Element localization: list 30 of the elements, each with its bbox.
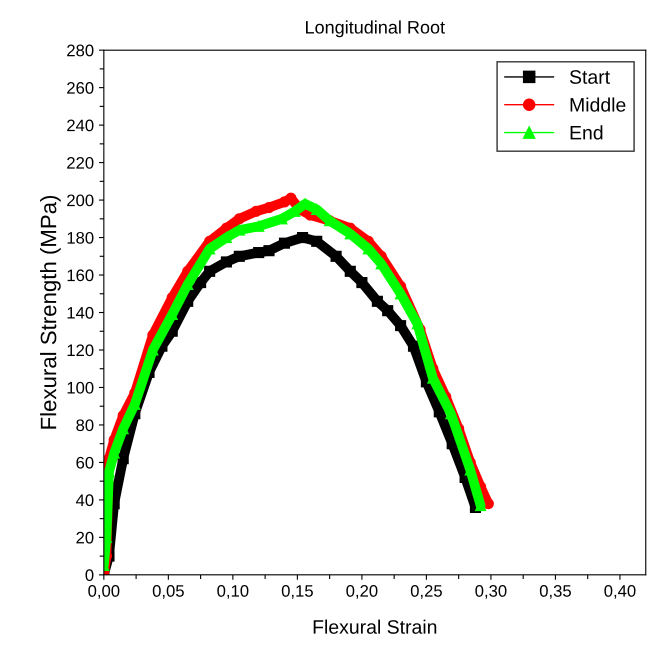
y-tick-label: 220: [67, 156, 94, 169]
x-tick-label: 0,20: [346, 585, 378, 599]
y-tick-label: 20: [76, 532, 94, 544]
y-axis-title: Flexural Strength (MPa): [40, 196, 61, 429]
y-tick-label: 80: [76, 419, 94, 432]
y-tick-label: 60: [76, 456, 94, 469]
legend-label: Middle: [570, 97, 626, 112]
x-tick-label: 0,30: [475, 585, 506, 599]
chart-title: Longitudinal Root: [306, 20, 445, 38]
y-tick-label: 280: [67, 44, 94, 56]
legend-label: End: [570, 125, 602, 140]
x-tick-label: 0,05: [152, 585, 184, 599]
y-tick-label: 160: [68, 269, 94, 282]
x-axis-title: Flexural Strain: [314, 620, 436, 634]
legend-label: Start: [570, 70, 610, 84]
x-tick-label: 0,40: [604, 585, 636, 599]
x-tick-label: 0,35: [540, 585, 571, 599]
y-tick-label: 180: [68, 232, 94, 244]
y-tick-label: 200: [67, 194, 94, 206]
y-tick-label: 100: [68, 382, 94, 394]
y-tick-label: 240: [67, 120, 94, 132]
x-tick-label: 0,15: [282, 585, 313, 599]
y-tick-label: 40: [76, 494, 94, 506]
x-tick-label: 0,25: [410, 585, 442, 599]
y-tick-label: 260: [67, 82, 94, 94]
y-tick-label: 140: [68, 306, 94, 319]
y-tick-label: 0: [86, 569, 94, 582]
x-tick-label: 0,00: [88, 585, 120, 599]
y-tick-label: 120: [68, 344, 94, 356]
x-tick-label: 0,10: [217, 585, 248, 599]
